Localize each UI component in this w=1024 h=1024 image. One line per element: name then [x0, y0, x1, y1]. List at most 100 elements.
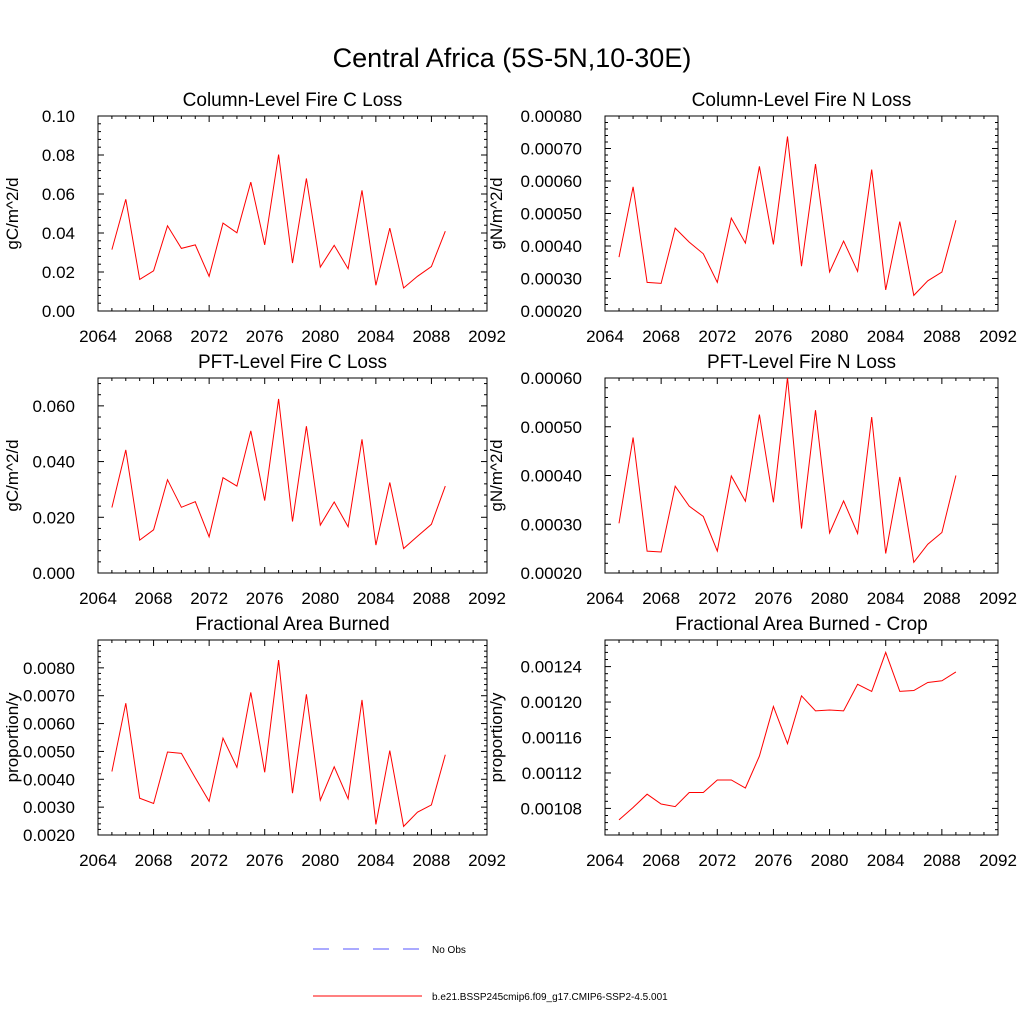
- chart-4-frame: [604, 377, 999, 574]
- chart-3-ytick-label: 0.040: [32, 453, 75, 472]
- chart-5-ytick-label: 0.0070: [23, 687, 75, 706]
- chart-1-ylabel: gC/m^2/d: [3, 177, 22, 249]
- chart-1-title: Column-Level Fire C Loss: [183, 90, 403, 111]
- chart-2-frame: [604, 115, 999, 312]
- chart-1-ytick-label: 0.00: [42, 302, 75, 321]
- chart-4-xtick-label: 2084: [867, 589, 905, 608]
- chart-3-xtick-label: 2068: [135, 589, 173, 608]
- chart-1-xtick-label: 2088: [413, 327, 451, 346]
- chart-4-ytick-label: 0.00030: [521, 515, 582, 534]
- chart-5-xtick-label: 2068: [135, 851, 173, 870]
- chart-2-xtick-label: 2064: [586, 327, 624, 346]
- chart-6-xtick-label: 2076: [755, 851, 793, 870]
- chart-2-xtick-label: 2072: [698, 327, 736, 346]
- chart-1-ytick-label: 0.10: [42, 107, 75, 126]
- chart-1: Column-Level Fire C Loss 2064 2068 2072 2076…: [3, 90, 506, 346]
- chart-6-xtick-label: 2088: [923, 851, 961, 870]
- chart-2-xtick-label: 2092: [979, 327, 1017, 346]
- chart-5-xtick-label: 2072: [190, 851, 228, 870]
- chart-6-xtick-label: 2072: [698, 851, 736, 870]
- chart-2-ytick-label: 0.00060: [521, 172, 582, 191]
- chart-6-ytick-label: 0.00120: [521, 693, 582, 712]
- chart-2-ytick-label: 0.00050: [521, 205, 582, 224]
- chart-6-xtick-label: 2092: [979, 851, 1017, 870]
- chart-4-ylabel: gN/m^2/d: [487, 439, 506, 511]
- chart-3-ytick-label: 0.000: [32, 564, 75, 583]
- chart-3-ytick-label: 0.020: [32, 508, 75, 527]
- chart-5-ytick-label: 0.0040: [23, 770, 75, 789]
- chart-2-ytick-label: 0.00070: [521, 140, 582, 159]
- chart-4-xtick-label: 2068: [642, 589, 680, 608]
- chart-2-title: Column-Level Fire N Loss: [692, 90, 912, 111]
- chart-1-series-line-1: [111, 154, 446, 289]
- chart-5: Fractional Area Burned 2064 2068 2072 2076 20…: [3, 614, 506, 870]
- chart-3: PFT-Level Fire C Loss 2064 2068 2072 2076 208…: [3, 352, 506, 608]
- chart-2-xtick-label: 2068: [642, 327, 680, 346]
- chart-2-xtick-label: 2084: [867, 327, 905, 346]
- chart-1-ytick-label: 0.06: [42, 185, 75, 204]
- chart-6-frame: [604, 639, 999, 836]
- chart-2-xtick-label: 2076: [755, 327, 793, 346]
- chart-5-xtick-label: 2088: [413, 851, 451, 870]
- chart-6-ytick-label: 0.00124: [521, 658, 582, 677]
- chart-3-xtick-label: 2092: [468, 589, 506, 608]
- chart-3-xtick-label: 2084: [357, 589, 395, 608]
- chart-2-xtick-label: 2088: [923, 327, 961, 346]
- chart-1-ytick-label: 0.02: [42, 263, 75, 282]
- figure-title: Central Africa (5S-5N,10-30E): [333, 43, 692, 73]
- chart-5-xtick-label: 2076: [246, 851, 284, 870]
- chart-6-xtick-label: 2080: [811, 851, 849, 870]
- chart-4-ytick-label: 0.00040: [521, 467, 582, 486]
- chart-4-title: PFT-Level Fire N Loss: [707, 352, 896, 373]
- chart-5-title: Fractional Area Burned: [195, 614, 389, 635]
- chart-1-ytick-label: 0.08: [42, 146, 75, 165]
- chart-2: Column-Level Fire N Loss 2064 2068 2072 2076…: [487, 90, 1017, 346]
- legend-label-model-run: b.e21.BSSP245cmip6.f09_g17.CMIP6-SSP2-4.…: [432, 992, 668, 1003]
- chart-3-ylabel: gC/m^2/d: [3, 439, 22, 511]
- chart-1-frame: [97, 115, 488, 312]
- chart-2-xtick-label: 2080: [811, 327, 849, 346]
- chart-4-xtick-label: 2092: [979, 589, 1017, 608]
- chart-4-ytick-label: 0.00060: [521, 369, 582, 388]
- chart-1-xtick-label: 2064: [79, 327, 117, 346]
- chart-5-xtick-label: 2064: [79, 851, 117, 870]
- chart-3-xtick-label: 2072: [190, 589, 228, 608]
- chart-4-xtick-label: 2064: [586, 589, 624, 608]
- chart-6-ytick-label: 0.00108: [521, 799, 582, 818]
- chart-1-xtick-label: 2072: [190, 327, 228, 346]
- chart-4-xtick-label: 2080: [811, 589, 849, 608]
- chart-5-ytick-label: 0.0060: [23, 715, 75, 734]
- chart-2-ytick-label: 0.00030: [521, 270, 582, 289]
- chart-2-ytick-label: 0.00080: [521, 107, 582, 126]
- chart-3-title: PFT-Level Fire C Loss: [198, 352, 387, 373]
- chart-1-ytick-label: 0.04: [42, 224, 75, 243]
- legend-label-no-obs: No Obs: [432, 945, 466, 956]
- chart-5-xtick-label: 2084: [357, 851, 395, 870]
- chart-6-series-line-1: [618, 650, 957, 821]
- chart-5-ytick-label: 0.0020: [23, 826, 75, 845]
- chart-4: PFT-Level Fire N Loss 2064 2068 2072 2076 208…: [487, 352, 1017, 608]
- chart-1-xtick-label: 2080: [301, 327, 339, 346]
- chart-4-xtick-label: 2076: [755, 589, 793, 608]
- chart-6-ytick-label: 0.00112: [522, 764, 582, 783]
- chart-4-xtick-label: 2088: [923, 589, 961, 608]
- chart-1-xtick-label: 2076: [246, 327, 284, 346]
- chart-1-xtick-label: 2084: [357, 327, 395, 346]
- chart-5-ytick-label: 0.0030: [23, 798, 75, 817]
- chart-4-xtick-label: 2072: [698, 589, 736, 608]
- chart-4-ytick-label: 0.00020: [521, 564, 582, 583]
- chart-5-xtick-label: 2092: [468, 851, 506, 870]
- chart-2-series-line-1: [618, 136, 957, 297]
- chart-2-ytick-label: 0.00040: [521, 237, 582, 256]
- chart-2-ylabel: gN/m^2/d: [487, 177, 506, 249]
- chart-6-xtick-label: 2068: [642, 851, 680, 870]
- chart-panels: Column-Level Fire C Loss 2064 2068 2072 2076…: [3, 90, 1017, 870]
- chart-4-ytick-label: 0.00050: [521, 418, 582, 437]
- chart-3-xtick-label: 2088: [413, 589, 451, 608]
- chart-6: Fractional Area Burned - Crop 2064 2068 207…: [487, 614, 1017, 870]
- chart-5-ytick-label: 0.0080: [23, 659, 75, 678]
- chart-3-xtick-label: 2064: [79, 589, 117, 608]
- chart-3-ytick-label: 0.060: [32, 397, 75, 416]
- chart-5-ylabel: proportion/y: [3, 692, 22, 782]
